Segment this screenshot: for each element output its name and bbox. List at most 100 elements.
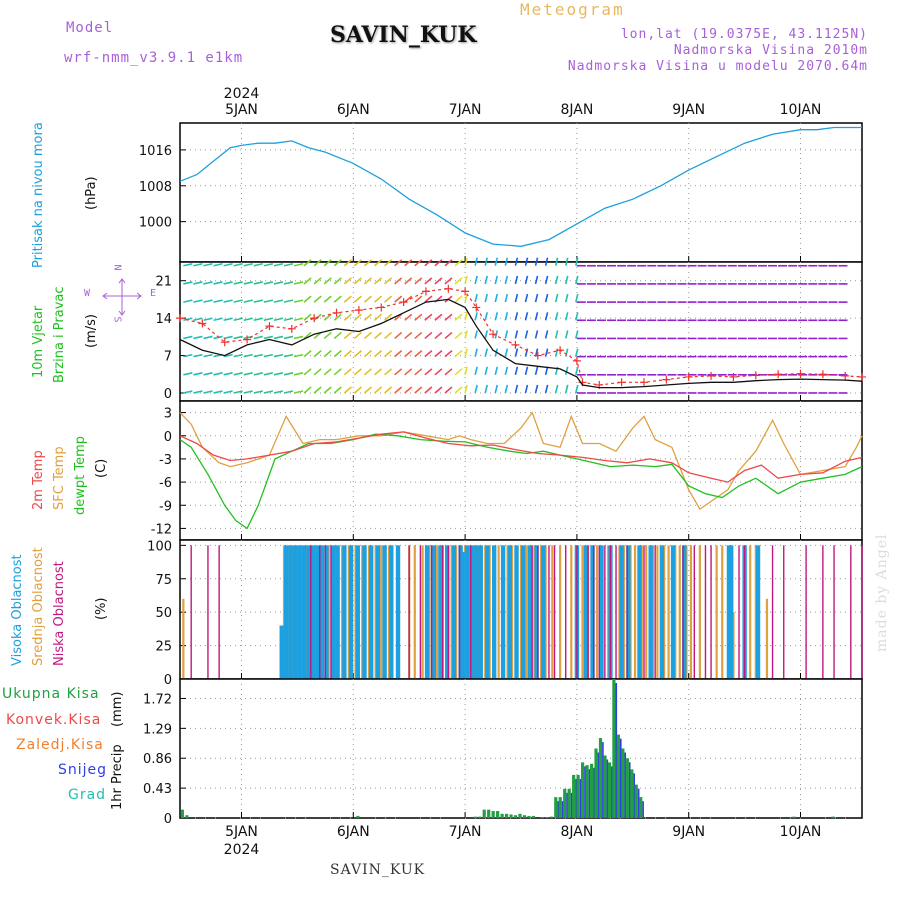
panel-frame <box>179 678 863 819</box>
cloud-mid-bar <box>347 545 350 679</box>
precip-snow-bar <box>579 778 582 818</box>
precip-snow-bar <box>588 769 591 818</box>
cloud-mid-bar <box>510 545 514 679</box>
y-tick-label: 7 <box>164 350 172 365</box>
wind-speed-line <box>179 298 863 389</box>
wind-barb <box>544 348 549 357</box>
wind-barb <box>454 368 463 376</box>
wind-barb <box>575 293 579 303</box>
wind-barb <box>313 368 322 376</box>
precip-snow-bar <box>611 766 613 818</box>
wind-barb <box>203 372 213 376</box>
cloud-low-bar <box>469 545 472 679</box>
wind-barb <box>313 259 322 267</box>
gust-marker <box>243 335 252 344</box>
wind-barb <box>263 353 274 358</box>
wind-barb <box>384 313 393 321</box>
wind-barb <box>283 335 294 340</box>
cloud-mid-bar <box>559 545 562 679</box>
cloud-low-bar <box>207 545 209 679</box>
wind-barb <box>363 277 372 285</box>
cloud-mid-bar <box>287 545 290 679</box>
wind-barb <box>484 275 488 285</box>
gust-marker <box>662 375 671 384</box>
wind-barb <box>404 350 413 358</box>
precip-total-bar <box>513 815 518 818</box>
wind-barb <box>303 331 312 340</box>
wind-barb <box>333 386 342 394</box>
wind-barb <box>384 331 393 340</box>
wind-barb <box>193 262 203 267</box>
cloud-mid-bar <box>674 545 677 679</box>
wind-barb <box>313 277 322 285</box>
wind-barb <box>263 299 274 303</box>
wind-barb <box>333 277 342 285</box>
wind-barb <box>384 277 393 285</box>
wind-barb <box>233 353 243 358</box>
wind-barb <box>253 262 263 267</box>
wind-barb <box>464 293 468 303</box>
wind-barb <box>363 368 372 376</box>
cloud-high-bar <box>626 545 631 679</box>
wind-barb <box>564 366 569 375</box>
wind-barb <box>524 366 529 375</box>
cloud-mid-bar <box>354 545 357 679</box>
cloud-low-bar <box>576 545 578 679</box>
cloud-high-bar <box>474 545 479 679</box>
cloud-low-bar <box>783 545 785 679</box>
gust-marker <box>310 314 319 323</box>
wind-barb <box>293 353 304 358</box>
sfc-temp-line <box>179 411 863 511</box>
wind-barb <box>263 281 274 285</box>
legend-snow: Snijeg <box>58 762 108 778</box>
wind-barb <box>414 331 423 340</box>
wind-barb <box>203 353 213 358</box>
precip-total-bar <box>616 734 620 818</box>
wind-barb <box>263 262 274 267</box>
cloud-high-bar <box>619 545 624 679</box>
wind-barb <box>474 366 478 375</box>
cloud-low-bar <box>643 545 645 679</box>
wind-barb <box>253 353 263 358</box>
wind-barb <box>223 317 233 322</box>
wind-barb <box>514 275 519 285</box>
wind-barb <box>303 313 312 321</box>
cloud-high-bar <box>389 545 394 679</box>
wind-barb <box>223 299 233 303</box>
wind-barb <box>183 372 193 376</box>
cloud-low-bar <box>710 545 712 679</box>
wind-barb <box>504 312 509 321</box>
cloud-low-bar <box>822 545 824 679</box>
wind-barb <box>384 368 393 376</box>
y-tick-label: -12 <box>151 522 172 537</box>
cloud-high-bar <box>460 552 466 679</box>
wind-barb <box>534 384 539 394</box>
cloud-high-bar <box>458 545 463 679</box>
cloud-low-bar <box>771 545 774 679</box>
wind-barb <box>303 350 312 358</box>
wind-barb <box>343 295 352 303</box>
cloud-low-bar <box>458 545 461 679</box>
cloud-high-bar <box>382 545 387 679</box>
cloud-mid-bar <box>698 545 701 679</box>
wind-barb <box>484 312 488 321</box>
wind-barb <box>193 353 203 358</box>
cloud-mid-bar <box>685 545 688 679</box>
y-tick-label: 0 <box>164 430 172 445</box>
station-title: SAVIN_KUK <box>330 22 477 48</box>
wind-barb <box>524 275 529 285</box>
wind-barb <box>374 350 383 358</box>
bottom-year-label: 2024 <box>224 842 260 858</box>
wind-barb <box>343 277 352 285</box>
bottom-date-label: 7JAN <box>449 824 482 840</box>
wind-barb <box>374 331 383 340</box>
precip-total-bar <box>509 814 513 818</box>
cloud-mid-bar <box>629 545 632 679</box>
wind-barb <box>414 259 423 267</box>
wind-barb <box>363 295 372 303</box>
gust-marker <box>377 303 386 312</box>
wind-barb <box>283 390 294 394</box>
model-altitude-label: Nadmorska Visina u modelu 2070.64m <box>567 59 868 74</box>
precip-total-bar <box>621 748 625 818</box>
wind-barb <box>464 312 468 321</box>
